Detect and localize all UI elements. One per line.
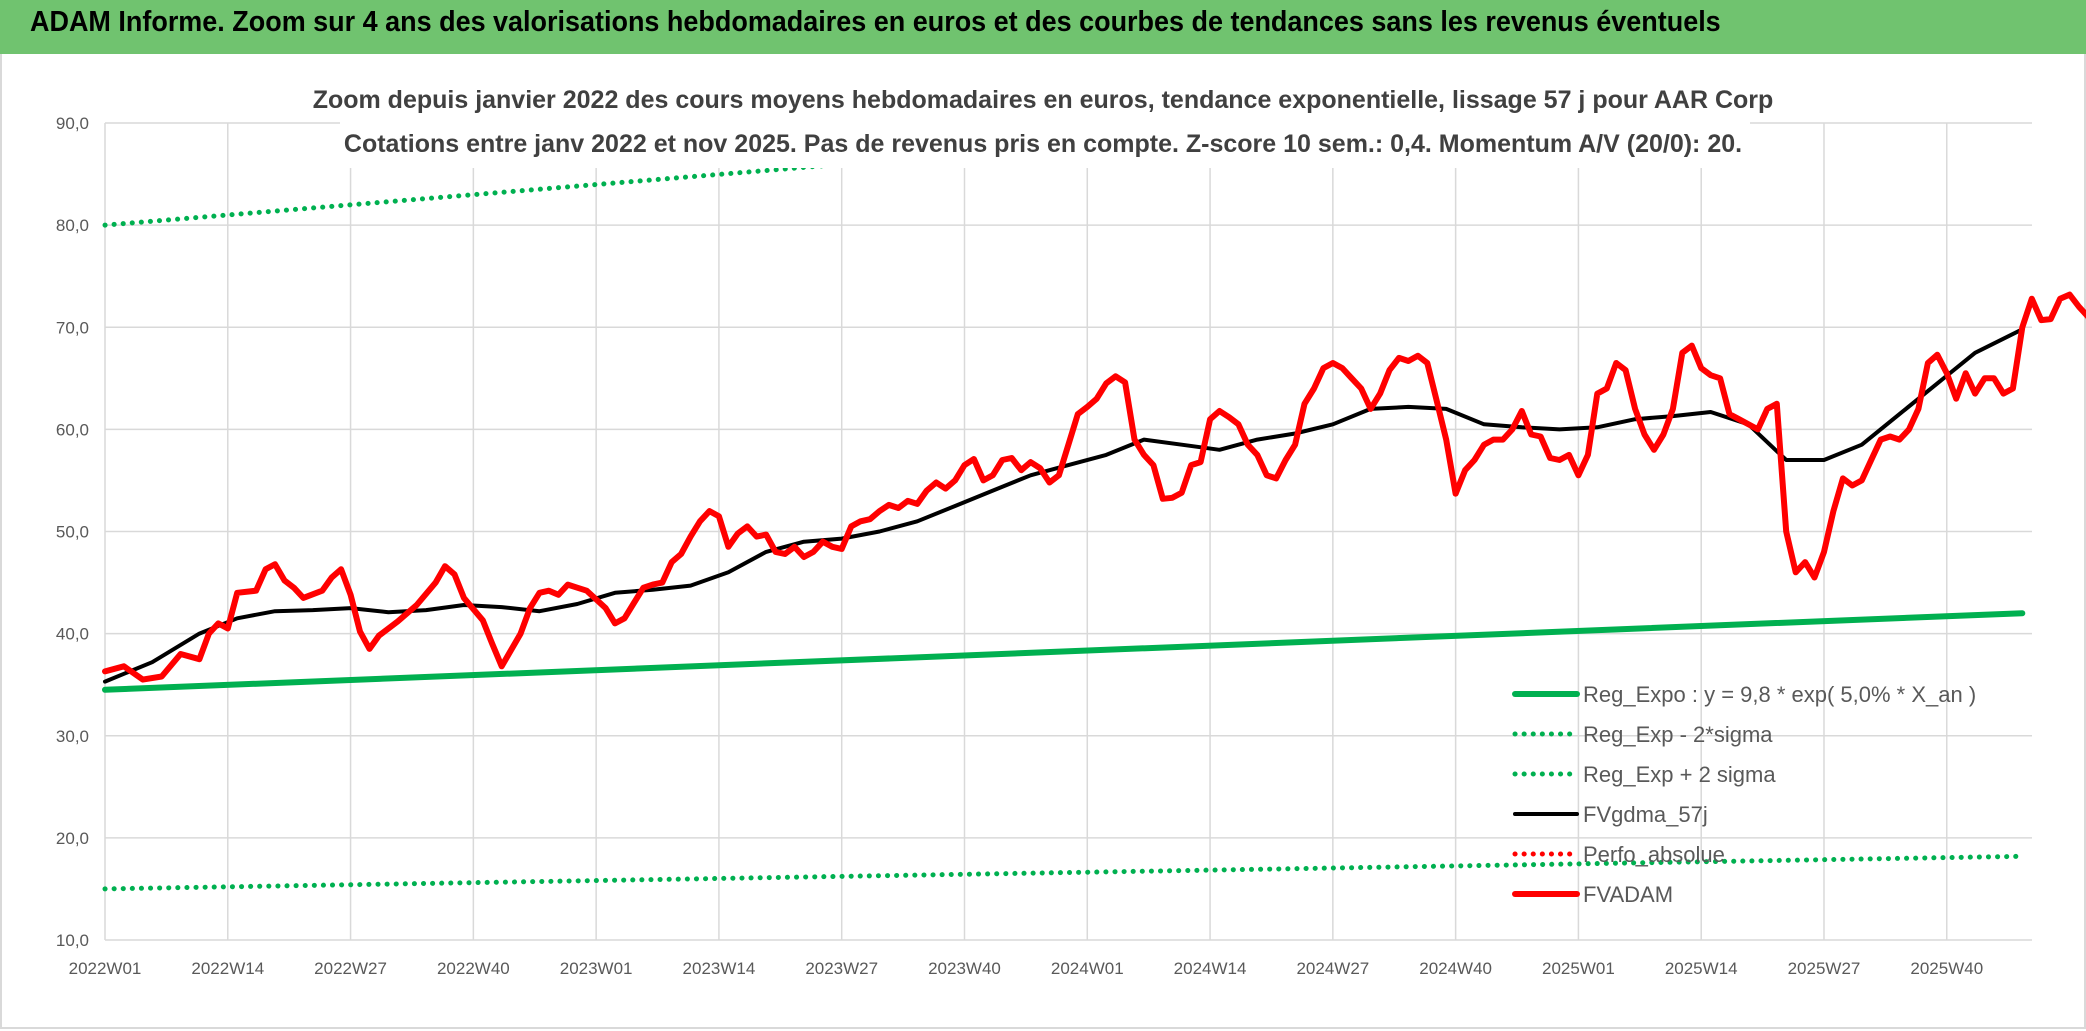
x-tick-label: 2022W01 [69, 959, 142, 978]
x-tick-label: 2023W14 [683, 959, 756, 978]
title-banner: ADAM Informe. Zoom sur 4 ans des valoris… [0, 0, 2086, 54]
y-tick-label: 40,0 [56, 625, 89, 644]
subtitle-line-1: Zoom depuis janvier 2022 des cours moyen… [313, 86, 1774, 114]
x-tick-label: 2025W27 [1788, 959, 1861, 978]
y-tick-label: 70,0 [56, 318, 89, 337]
series-line-reg-expo-y-9-8-exp-5-0-x-an [102, 610, 2026, 693]
y-tick-label: 20,0 [56, 829, 89, 848]
legend: Reg_Expo : y = 9,8 * exp( 5,0% * X_an ) R… [1512, 682, 1976, 907]
x-tick-label: 2023W01 [560, 959, 633, 978]
legend-label: FVADAM [1583, 882, 1673, 907]
series-line-reg-exp-2-sigma [102, 853, 2025, 892]
x-tick-label: 2024W14 [1174, 959, 1247, 978]
y-axis-ticks: 10,0 20,0 30,0 40,0 50,0 60,0 70,0 80,0 90,0 [56, 114, 89, 950]
chart-frame [0, 54, 2086, 1029]
legend-label: Reg_Expo : y = 9,8 * exp( 5,0% * X_an ) [1583, 682, 1976, 707]
series-line-fvgdma-57j [103, 327, 2025, 684]
x-tick-label: 2023W40 [928, 959, 1001, 978]
legend-label: Reg_Exp + 2 sigma [1583, 762, 1776, 787]
y-tick-label: 10,0 [56, 931, 89, 950]
y-tick-label: 50,0 [56, 523, 89, 542]
grid-lines [104, 122, 2032, 941]
series-line-fvadam [102, 291, 2086, 683]
y-tick-label: 80,0 [56, 216, 89, 235]
subtitle-background [340, 80, 1750, 168]
x-tick-label: 2025W40 [1910, 959, 1983, 978]
x-axis-ticks: 2022W01 2022W14 2022W27 2022W40 2023W01 2023W… [69, 959, 1984, 978]
x-tick-label: 2022W40 [437, 959, 510, 978]
x-tick-label: 2024W27 [1296, 959, 1369, 978]
x-tick-label: 2023W27 [805, 959, 878, 978]
report-title: ADAM Informe. Zoom sur 4 ans des valoris… [30, 6, 1721, 38]
x-tick-label: 2024W40 [1419, 959, 1492, 978]
legend-label: Reg_Exp - 2*sigma [1583, 722, 1773, 747]
x-tick-label: 2024W01 [1051, 959, 1124, 978]
legend-label: Perfo_absolue [1583, 842, 1725, 867]
legend-label: FVgdma_57j [1583, 802, 1708, 827]
x-tick-label: 2022W14 [191, 959, 264, 978]
y-tick-label: 90,0 [56, 114, 89, 133]
x-tick-label: 2022W27 [314, 959, 387, 978]
subtitle-line-2: Cotations entre janv 2022 et nov 2025. P… [344, 130, 1742, 158]
series-layer [102, 118, 2086, 892]
x-tick-label: 2025W01 [1542, 959, 1615, 978]
x-tick-label: 2025W14 [1665, 959, 1738, 978]
series-line-reg-exp-2-sigma [102, 118, 1433, 228]
y-tick-label: 30,0 [56, 727, 89, 746]
y-tick-label: 60,0 [56, 420, 89, 439]
